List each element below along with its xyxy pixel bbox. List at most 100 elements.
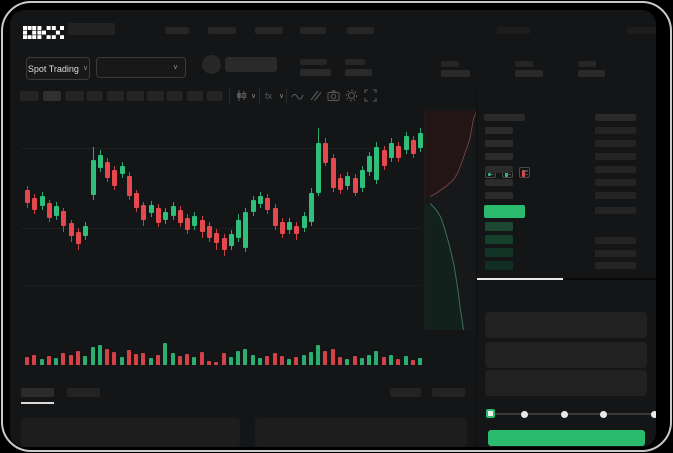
- slider-track[interactable]: [490, 413, 656, 415]
- volume-bar: [367, 355, 372, 365]
- ask-row-amount-skeleton[interactable]: [595, 153, 636, 160]
- timeframe-button-active[interactable]: [43, 91, 61, 101]
- volume-bar: [185, 354, 190, 365]
- volume-bar: [105, 349, 110, 365]
- bottom-tab-active-skeleton[interactable]: [21, 388, 54, 397]
- nav-item-skeleton[interactable]: [208, 27, 236, 34]
- candle-body: [61, 211, 67, 226]
- ask-row-price-skeleton[interactable]: [485, 153, 513, 160]
- bid-row-amount-skeleton[interactable]: [595, 250, 636, 257]
- ask-row-price-skeleton[interactable]: [485, 179, 513, 186]
- market-type-dropdown[interactable]: Spot Trading ∨: [26, 57, 90, 80]
- indicators-icon[interactable]: fx: [264, 89, 277, 102]
- bottom-tab-skeleton[interactable]: [67, 388, 100, 397]
- volume-bar: [156, 355, 161, 365]
- slider-stop-25[interactable]: [521, 411, 528, 418]
- ask-row-amount-skeleton[interactable]: [595, 192, 636, 199]
- last-price-bar[interactable]: [484, 205, 525, 218]
- depth-svg: [425, 110, 478, 331]
- volume-bar: [381, 357, 386, 365]
- ask-row-price-skeleton[interactable]: [485, 166, 513, 173]
- timeframe-button[interactable]: [65, 91, 84, 101]
- volume-bar: [61, 353, 66, 365]
- stat-value-skeleton: [578, 70, 605, 77]
- candle-body: [105, 162, 111, 178]
- nav-item-skeleton[interactable]: [300, 27, 326, 34]
- ask-row-amount-skeleton[interactable]: [595, 127, 636, 134]
- pair-dropdown[interactable]: ∨: [96, 57, 186, 78]
- timeframe-button[interactable]: [20, 91, 39, 101]
- volume-bar: [359, 358, 364, 365]
- volume-bar: [352, 356, 357, 365]
- amount-input-skeleton[interactable]: [485, 342, 647, 368]
- candle-body: [163, 212, 169, 220]
- timeframe-button[interactable]: [127, 91, 144, 101]
- camera-icon[interactable]: [327, 89, 340, 102]
- candle-body: [316, 143, 322, 193]
- pair-name-skeleton: [225, 57, 277, 72]
- bid-row-amount-skeleton[interactable]: [595, 237, 636, 244]
- bid-row-price-skeleton[interactable]: [485, 222, 513, 231]
- bid-row-price-skeleton[interactable]: [485, 248, 513, 257]
- bottom-tab-underline: [21, 402, 54, 404]
- slider-stop-50[interactable]: [561, 411, 568, 418]
- candle-body: [418, 133, 424, 148]
- chart-type-icon[interactable]: [235, 89, 248, 102]
- ask-row-price-skeleton[interactable]: [485, 140, 513, 147]
- bid-row-price-skeleton[interactable]: [485, 235, 513, 244]
- nav-item-skeleton[interactable]: [627, 27, 656, 34]
- settings-gear-icon[interactable]: [345, 89, 358, 102]
- slider-stop-100[interactable]: [651, 411, 656, 418]
- nav-item-skeleton[interactable]: [255, 27, 283, 34]
- bid-row-amount-skeleton[interactable]: [595, 262, 636, 269]
- depth-chart[interactable]: [424, 108, 478, 331]
- volume-bar: [308, 352, 313, 365]
- candle-body: [25, 190, 30, 203]
- volume-bar: [418, 358, 423, 365]
- line-tool-icon[interactable]: [291, 89, 304, 102]
- draw-tools-icon[interactable]: [309, 89, 322, 102]
- ask-row-price-skeleton[interactable]: [485, 127, 513, 134]
- stat-value-skeleton: [441, 70, 470, 77]
- chevron-down-icon: ∨: [172, 64, 178, 71]
- price-input-skeleton[interactable]: [485, 312, 647, 338]
- fullscreen-icon[interactable]: [364, 89, 377, 102]
- chevron-down-icon[interactable]: ∨: [251, 93, 257, 100]
- timeframe-button[interactable]: [107, 91, 124, 101]
- ask-row-amount-skeleton[interactable]: [595, 179, 636, 186]
- chevron-down-icon[interactable]: ∨: [279, 93, 285, 100]
- timeframe-button[interactable]: [167, 91, 183, 101]
- chart-gridline: [21, 228, 421, 229]
- slider-handle[interactable]: [486, 409, 495, 418]
- nav-item-skeleton[interactable]: [165, 27, 189, 34]
- candlestick-chart[interactable]: [21, 108, 424, 330]
- orderbook-view-asks-icon[interactable]: [519, 167, 530, 178]
- bottom-action-skeleton[interactable]: [432, 388, 465, 397]
- fx-glyph: fx: [265, 91, 273, 101]
- candle-body: [148, 205, 154, 213]
- trade-panel: Buy Sell: [476, 278, 656, 447]
- ask-row-amount-skeleton[interactable]: [595, 166, 636, 173]
- timeframe-button[interactable]: [87, 91, 103, 101]
- timeframe-button[interactable]: [207, 91, 223, 101]
- timeframe-button[interactable]: [187, 91, 203, 101]
- amount-slider[interactable]: [477, 405, 656, 425]
- search-bar-skeleton[interactable]: [68, 23, 115, 35]
- ask-row-amount-skeleton[interactable]: [595, 140, 636, 147]
- nav-item-skeleton[interactable]: [347, 27, 374, 34]
- okx-logo[interactable]: [23, 26, 64, 39]
- buy-submit-button[interactable]: [488, 430, 645, 446]
- candle-body: [323, 143, 329, 163]
- ask-row-price-skeleton[interactable]: [485, 192, 513, 199]
- total-input-skeleton[interactable]: [485, 370, 647, 396]
- bid-row-price-skeleton[interactable]: [485, 261, 513, 270]
- bottom-action-skeleton[interactable]: [390, 388, 421, 397]
- timeframe-button[interactable]: [147, 91, 164, 101]
- candle-body: [250, 200, 256, 212]
- volume-chart[interactable]: [21, 339, 423, 365]
- volume-bar: [374, 351, 379, 365]
- candle-body: [389, 143, 394, 158]
- slider-stop-75[interactable]: [600, 411, 607, 418]
- nav-item-skeleton[interactable]: [497, 27, 530, 34]
- candle-body: [97, 155, 103, 168]
